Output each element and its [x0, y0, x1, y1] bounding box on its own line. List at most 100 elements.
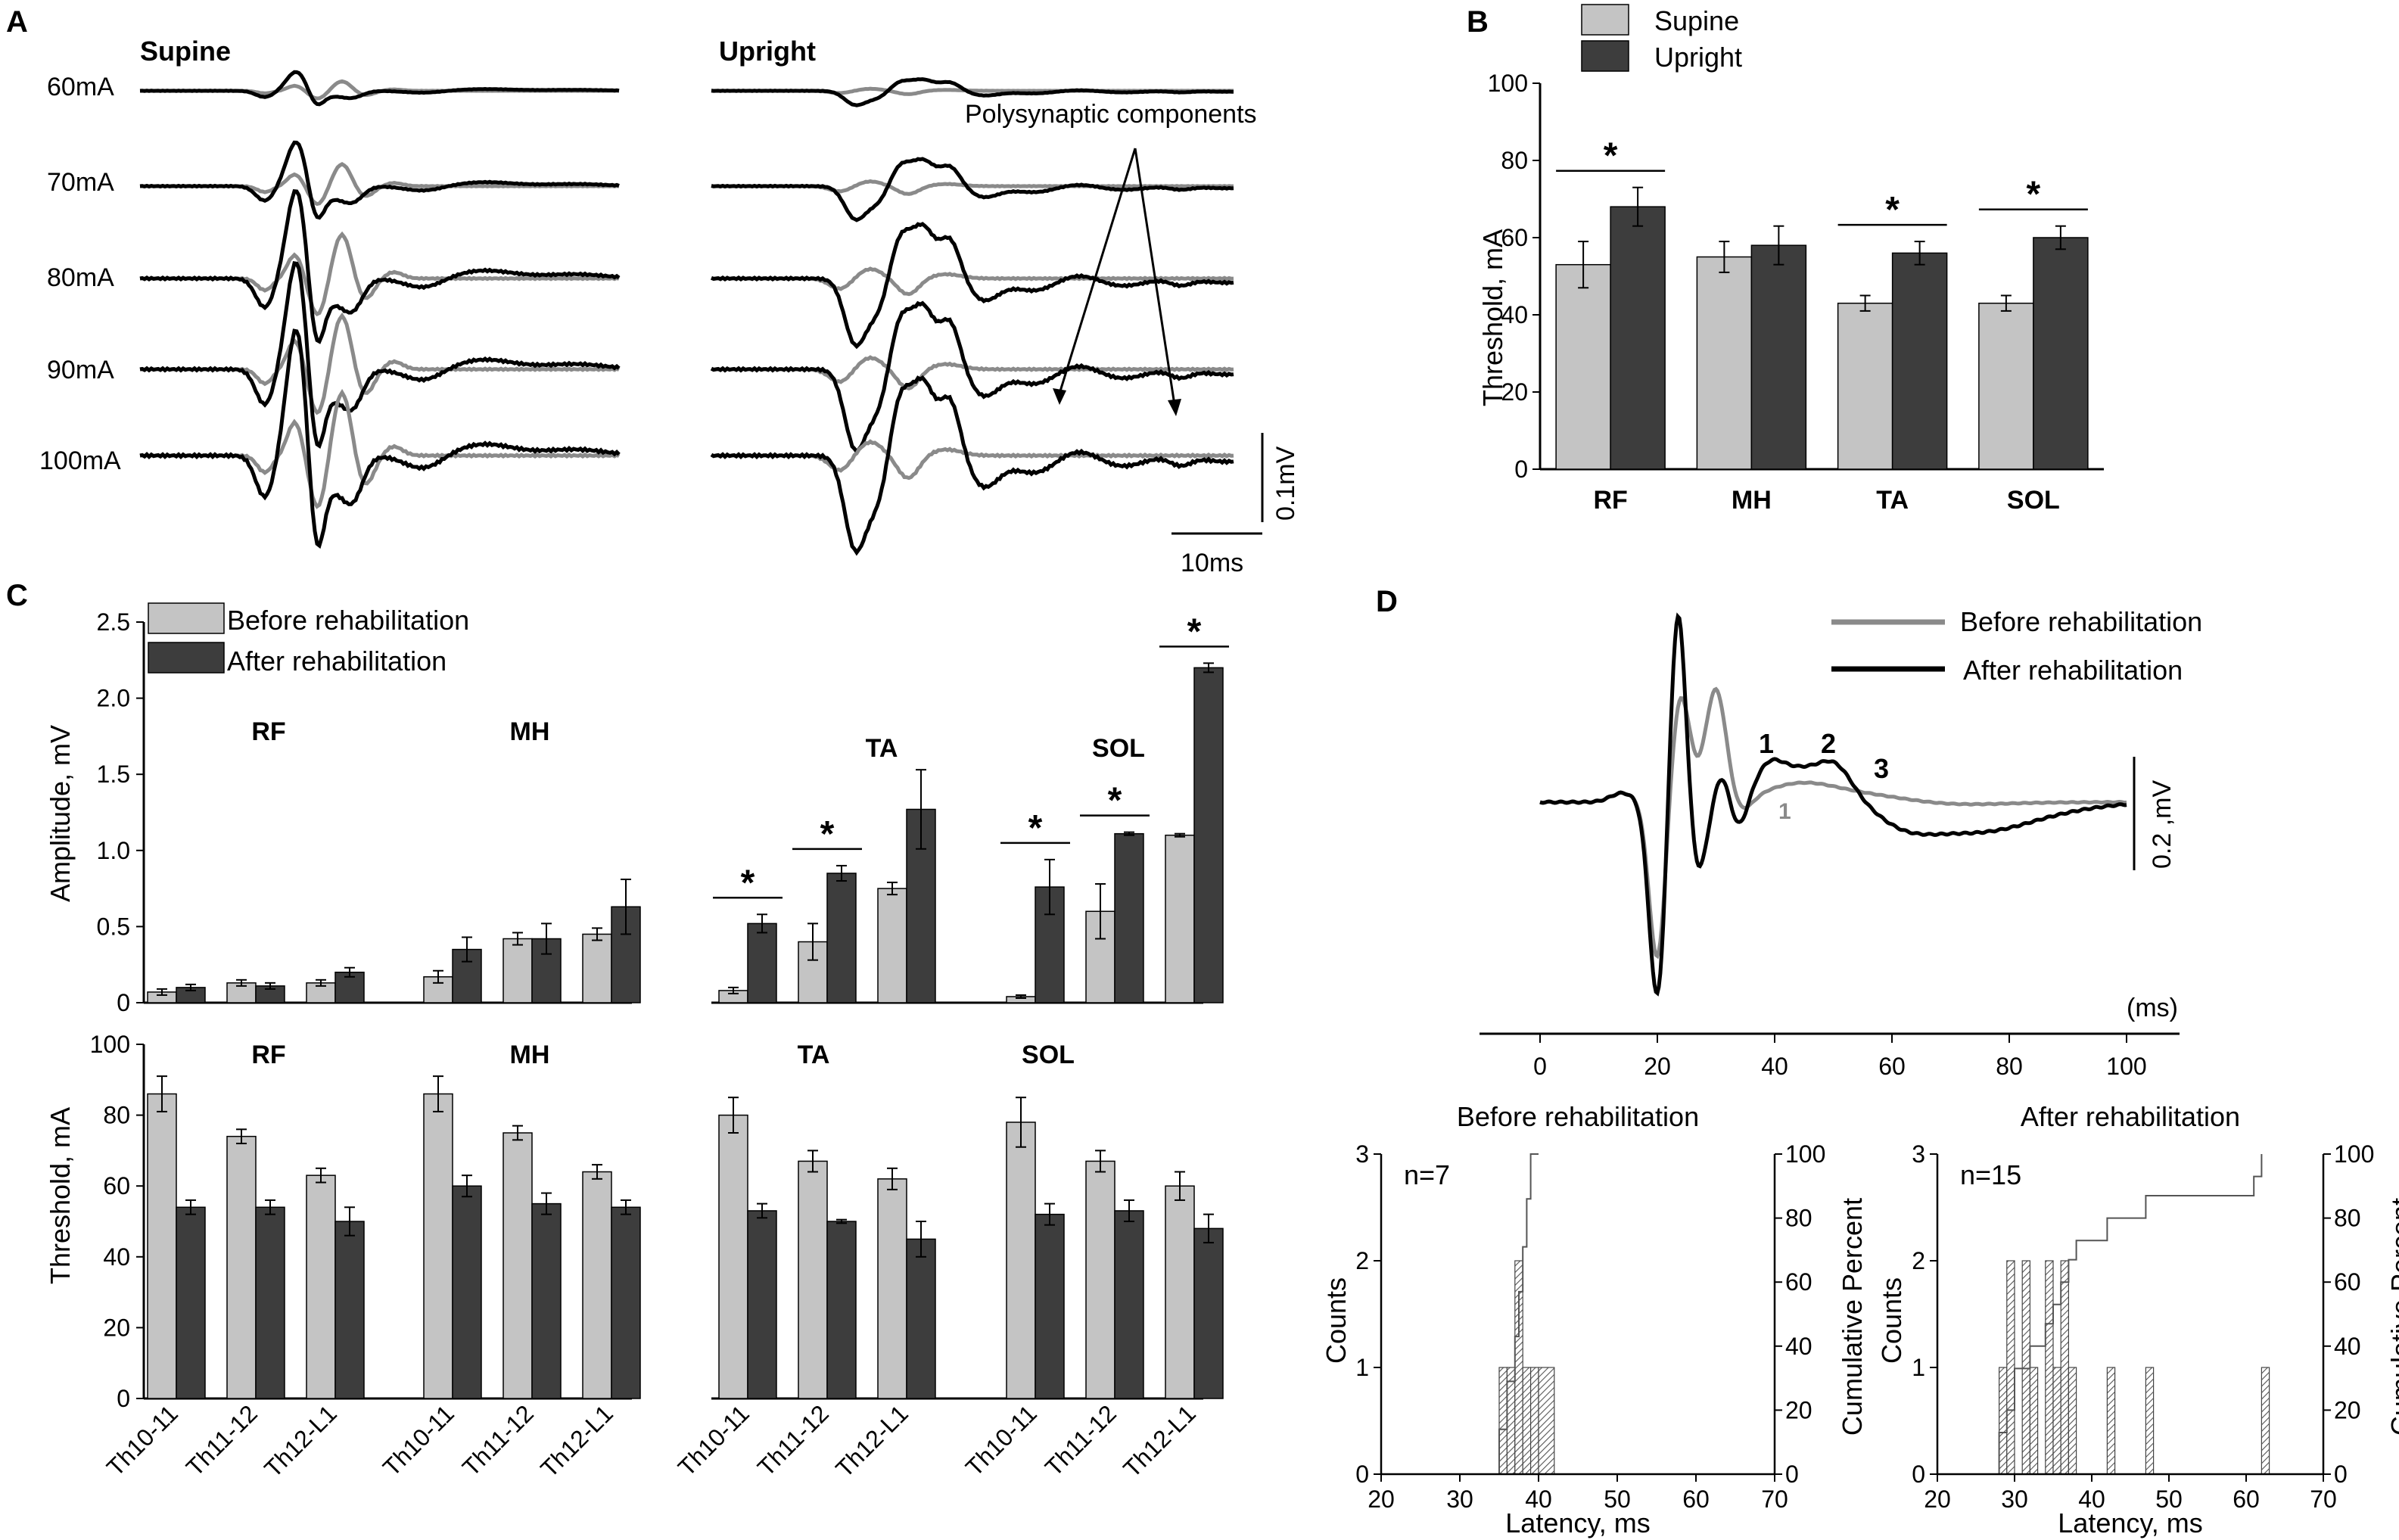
- significance-asterisk: *: [1108, 781, 1122, 821]
- hist-bar: [2052, 1367, 2061, 1475]
- hist-ytick-label: 1: [1355, 1354, 1369, 1381]
- hist-ytick-label: 1: [1912, 1354, 1925, 1381]
- hist-bar: [2006, 1260, 2015, 1475]
- hist-bar: [1538, 1367, 1555, 1475]
- cumulative-curve: [1998, 1154, 2263, 1474]
- b-ytick-label: 40: [1501, 301, 1528, 328]
- c-level-label: Th10-11: [101, 1399, 183, 1481]
- d-time-tick-label: 20: [1644, 1053, 1671, 1080]
- c-amp-muscle-label: RF: [251, 717, 285, 746]
- hist-ytick-label: 2: [1355, 1247, 1369, 1274]
- b-category-label: TA: [1876, 486, 1909, 515]
- bar-after: [1610, 206, 1666, 470]
- c-level-label: Th11-12: [181, 1399, 263, 1481]
- c-thr-ytick-label: 60: [103, 1172, 130, 1199]
- c-amp-ytick-label: 1.5: [97, 761, 130, 788]
- hist-xtick-label: 60: [1682, 1486, 1710, 1513]
- d-amplitude-scale-label: 0.2 ,mV: [2148, 780, 2177, 869]
- bar-after: [611, 1206, 641, 1399]
- c-level-label: Th10-11: [378, 1399, 459, 1481]
- significance-asterisk: *: [1028, 808, 1043, 848]
- intensity-label-100: 100mA: [39, 446, 121, 475]
- hist-y2tick-label: 60: [2334, 1268, 2361, 1296]
- hist-xtick-label: 30: [2001, 1486, 2028, 1513]
- panel-d-histograms: Before rehabilitationn=70123020406080100…: [1321, 1101, 2399, 1538]
- supine-trace-black: [139, 328, 621, 549]
- b-ytick-label: 0: [1514, 456, 1528, 483]
- hist-xtick-label: 70: [2310, 1486, 2337, 1513]
- hist-ytick-label: 3: [1355, 1140, 1369, 1168]
- hist-xtick-label: 20: [1924, 1486, 1951, 1513]
- hist-xlabel: Latency, ms: [1505, 1507, 1650, 1538]
- bar-after: [1891, 252, 1948, 470]
- bar-before: [1165, 834, 1195, 1003]
- hist-n: n=15: [1960, 1159, 2021, 1190]
- bar-before: [877, 888, 907, 1003]
- bar-before: [226, 1135, 257, 1399]
- legend-label-after: After rehabilitation: [227, 646, 447, 677]
- significance-asterisk: *: [1187, 611, 1202, 652]
- bar-after: [826, 873, 857, 1003]
- panel-b-chart: 0 20 40 60 80 100 RF * MH TA * SOL *: [1488, 70, 2104, 515]
- c-amp-ytick-label: 0: [117, 989, 130, 1016]
- hist-bar: [1999, 1367, 2008, 1475]
- hist-bar: [1498, 1367, 1508, 1475]
- hist-y2tick-label: 0: [2334, 1461, 2348, 1488]
- c-level-label: Th12-L1: [1118, 1399, 1201, 1482]
- bar-after: [2033, 237, 2089, 470]
- legend-swatch-upright: [1581, 40, 1629, 72]
- hist-bar: [2068, 1367, 2077, 1475]
- hist-xtick-label: 20: [1368, 1486, 1395, 1513]
- hist-y2tick-label: 80: [1785, 1205, 1812, 1232]
- hist-ylabel: Counts: [1321, 1277, 1352, 1364]
- c-level-label: Th11-12: [1040, 1399, 1122, 1481]
- hist-bar: [2029, 1367, 2039, 1475]
- hist-bar: [2060, 1260, 2069, 1475]
- panel-a-traces: [139, 70, 1234, 556]
- panel-a-supine-header: Supine: [140, 36, 231, 67]
- hist-y2tick-label: 100: [2334, 1140, 2374, 1168]
- legend-label-before: Before rehabilitation: [227, 605, 469, 636]
- bar-before: [582, 933, 612, 1003]
- c-thr-muscle-label: SOL: [1022, 1041, 1075, 1069]
- legend-label-supine: Supine: [1654, 5, 1739, 36]
- hist-y2tick-label: 20: [1785, 1396, 1812, 1423]
- panel-c-letter: C: [6, 579, 28, 612]
- cumulative-curve: [1498, 1153, 1539, 1474]
- hist-y2label: Cumulative Percent: [2385, 1198, 2399, 1436]
- bar-before: [718, 1114, 748, 1399]
- c-amp-ytick-label: 2.5: [97, 608, 130, 636]
- hist-y2tick-label: 100: [1785, 1140, 1825, 1168]
- hist-bar: [2021, 1260, 2030, 1475]
- hist-bar: [2145, 1367, 2155, 1475]
- bar-before: [1085, 1160, 1115, 1399]
- panel-c-amplitude-ylabel: Amplitude, mV: [45, 725, 76, 902]
- hist-y2tick-label: 40: [1785, 1333, 1812, 1360]
- c-level-label: Th12-L1: [259, 1399, 342, 1482]
- c-amp-muscle-label: SOL: [1092, 734, 1145, 763]
- hist-ytick-label: 0: [1355, 1461, 1369, 1488]
- bar-after: [826, 1221, 857, 1399]
- bar-before: [1837, 302, 1893, 470]
- panel-a-upright-header: Upright: [719, 36, 816, 67]
- annotation-arrow-2: [1134, 148, 1176, 406]
- supine-trace-black: [139, 261, 621, 449]
- legend-swatch-after: [148, 642, 225, 674]
- bar-after: [176, 1206, 206, 1399]
- hist-bar: [2261, 1367, 2270, 1475]
- peak-label-3: 3: [1874, 753, 1889, 784]
- bar-before: [877, 1178, 907, 1399]
- legend-label-d-after: After rehabilitation: [1963, 655, 2183, 686]
- hist-ytick-label: 0: [1912, 1461, 1925, 1488]
- bar-after: [1114, 832, 1144, 1003]
- c-thr-ytick-label: 20: [103, 1314, 130, 1341]
- bar-after: [1114, 1210, 1144, 1399]
- b-category-label: MH: [1732, 486, 1772, 515]
- upright-trace-black: [711, 77, 1234, 107]
- c-amp-ytick-label: 2.0: [97, 685, 130, 712]
- annotation-arrow-2-head: [1168, 399, 1181, 416]
- c-thr-muscle-label: RF: [251, 1041, 285, 1069]
- bar-before: [503, 938, 533, 1003]
- bar-before: [1555, 263, 1611, 470]
